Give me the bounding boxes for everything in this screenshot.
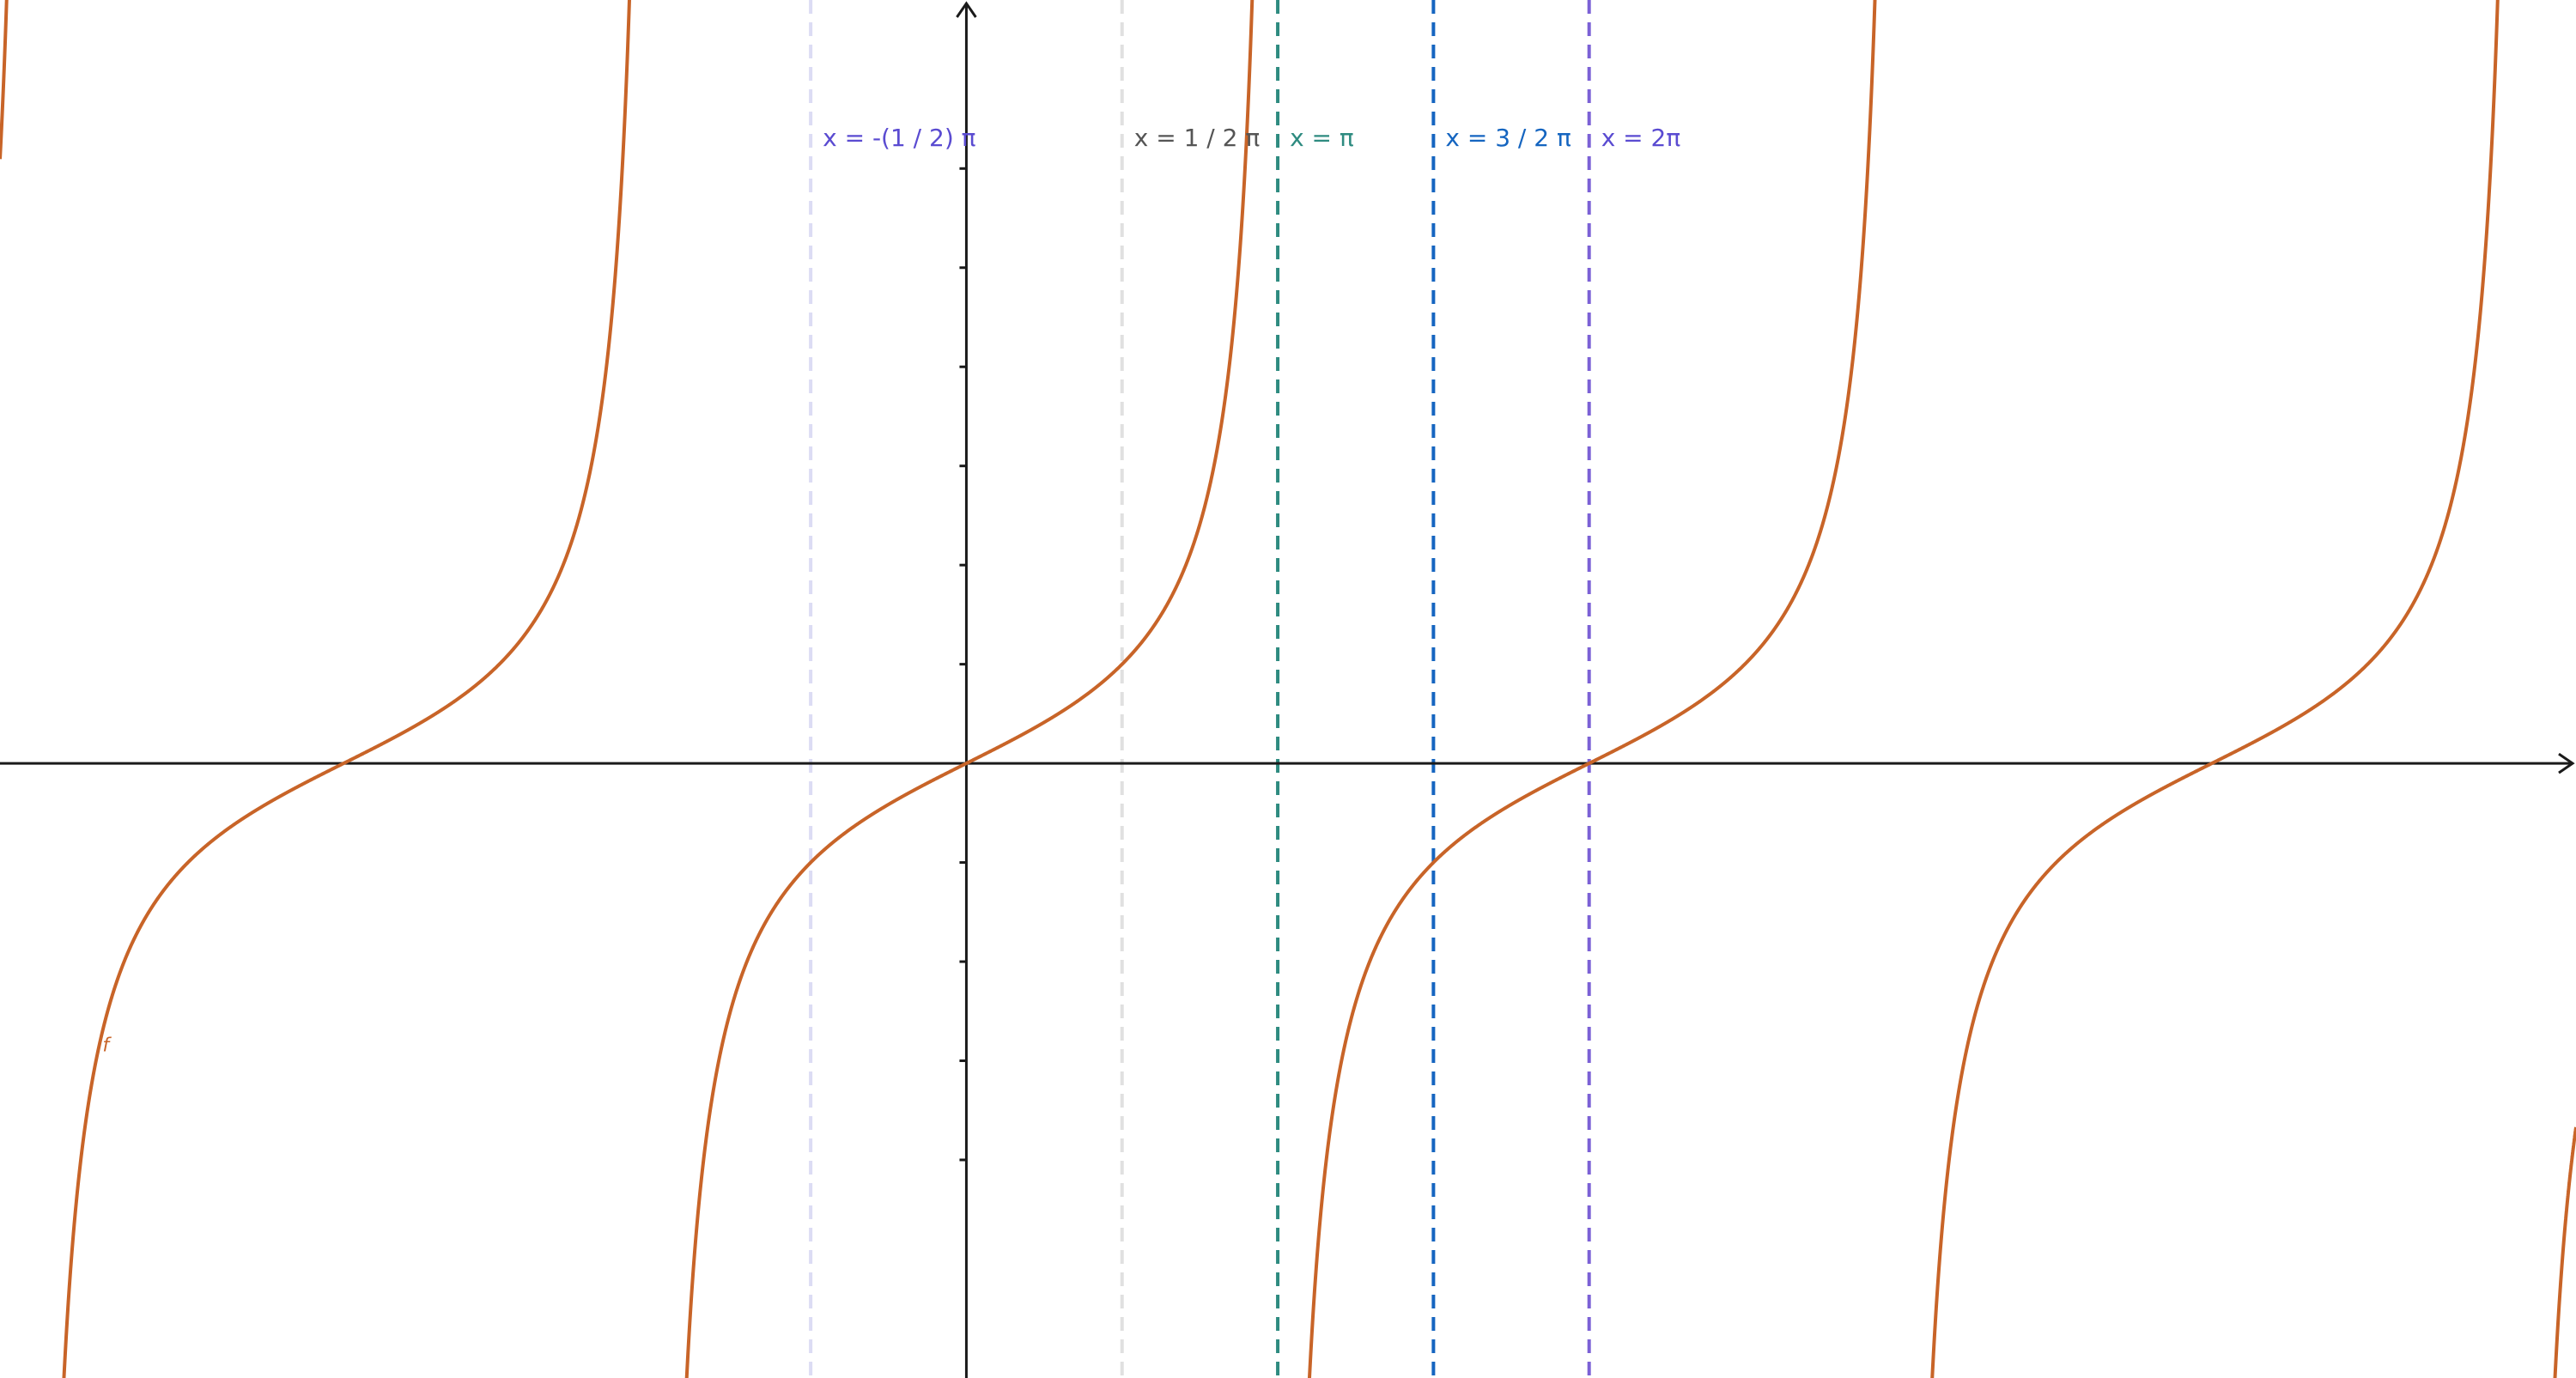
asymptote-label-1: x = -(1 / 2) π <box>823 124 976 152</box>
asymptote-label-5: x = 2π <box>1601 124 1681 152</box>
curve-branch-2 <box>62 0 631 1378</box>
asymptote-lines-group <box>809 0 1591 1378</box>
x-axis-arrow <box>2558 752 2575 774</box>
asymptote-label-4: x = 3 / 2 π <box>1445 124 1571 152</box>
curve-branch-3 <box>684 0 1255 1378</box>
curve-branch-6 <box>2553 1126 2576 1378</box>
curve-branch-4 <box>1307 0 1877 1378</box>
curve-label: f <box>102 1035 112 1056</box>
y-axis-arrow <box>956 1 977 18</box>
asymptote-label-3: x = π <box>1290 124 1354 152</box>
labels-group: x = -(1 / 2) π x = 1 / 2 π x = π x = 3 / 2 … <box>102 124 1680 1056</box>
curve-branch-1 <box>0 0 9 161</box>
asymptote-label-2: x = 1 / 2 π <box>1134 124 1261 152</box>
curve-branch-5 <box>1930 0 2500 1378</box>
